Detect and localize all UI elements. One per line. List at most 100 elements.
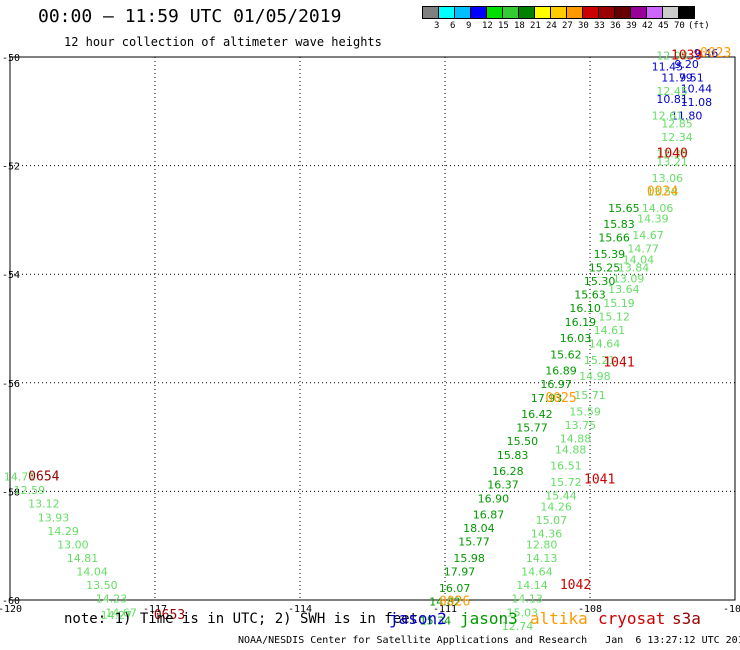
legend-label: 24 bbox=[546, 21, 557, 31]
wave-height-label: 14.39 bbox=[637, 213, 669, 226]
wave-height-label: 14.06 bbox=[642, 202, 674, 215]
wave-height-label: 13.00 bbox=[57, 538, 89, 551]
lat-tick-label: -60 bbox=[2, 596, 20, 607]
wave-height-label: 12.61 bbox=[652, 109, 684, 122]
wave-height-label: 14.82 bbox=[429, 595, 461, 608]
wave-height-label: 16.97 bbox=[540, 378, 572, 391]
wave-height-label: 11.80 bbox=[671, 109, 703, 122]
wave-height-label: 16.07 bbox=[439, 582, 471, 595]
wave-height-label: 17.93 bbox=[531, 392, 563, 405]
wave-height-label: 14.04 bbox=[76, 566, 108, 579]
wave-height-label: 16.03 bbox=[560, 332, 592, 345]
legend-label: 18 bbox=[514, 21, 525, 31]
lon-tick-label: -114 bbox=[288, 604, 312, 615]
wave-height-label: 16.19 bbox=[565, 316, 597, 329]
wave-height-label: 14.04 bbox=[623, 253, 655, 266]
wave-height-label: 14.13 bbox=[526, 552, 558, 565]
wave-height-label: 13.58 bbox=[647, 185, 679, 198]
legend-label: 3 bbox=[434, 21, 440, 31]
lon-tick-label: -108 bbox=[578, 604, 602, 615]
legend-label: 45 bbox=[658, 21, 669, 31]
lat-tick-label: -50 bbox=[2, 53, 20, 64]
wave-height-label: 12.08 bbox=[656, 50, 688, 63]
wave-height-label: 15.65 bbox=[608, 202, 640, 215]
wave-height-label: 13.93 bbox=[38, 511, 70, 524]
wave-height-label: 16.87 bbox=[473, 509, 505, 522]
time-label: 0026 bbox=[439, 594, 470, 609]
legend-label: 36 bbox=[610, 21, 621, 31]
wave-height-label: 16.42 bbox=[521, 408, 553, 421]
legend-label: (ft) bbox=[688, 21, 710, 31]
wave-height-label: 15.21 bbox=[584, 354, 616, 367]
satellite-s3a: s3a bbox=[672, 609, 701, 628]
lon-tick-label: -105 bbox=[723, 604, 740, 615]
wave-height-label: 12.85 bbox=[661, 118, 693, 131]
wave-height-label: 14.67 bbox=[105, 606, 137, 619]
wave-height-label: 15.59 bbox=[569, 405, 601, 418]
wave-height-label: 14.13 bbox=[511, 593, 543, 606]
wave-height-label: 15.66 bbox=[598, 232, 630, 245]
lat-tick-label: -58 bbox=[2, 487, 20, 498]
legend-label: 21 bbox=[530, 21, 541, 31]
page-title: 00:00 – 11:59 UTC 01/05/2019 bbox=[38, 6, 342, 27]
credit-line: NOAA/NESDIS Center for Satellite Applica… bbox=[238, 635, 740, 646]
wave-height-label: 15.07 bbox=[536, 514, 568, 527]
wave-height-label: 15.12 bbox=[598, 310, 630, 323]
wave-height-label: 16.37 bbox=[487, 479, 519, 492]
wave-height-label: 14.81 bbox=[67, 552, 99, 565]
wave-height-label: 14.77 bbox=[627, 242, 659, 255]
wave-height-label: 15.39 bbox=[594, 248, 626, 261]
wave-height-label: 14.23 bbox=[96, 593, 128, 606]
lon-tick-label: -117 bbox=[143, 604, 167, 615]
time-label: 0025 bbox=[545, 391, 576, 406]
wave-height-label: 17.97 bbox=[444, 566, 476, 579]
wave-height-label: 13.84 bbox=[618, 261, 650, 274]
wave-height-label: 11.79 bbox=[661, 71, 693, 84]
legend-label: 9 bbox=[466, 21, 472, 31]
wave-height-label: 15.30 bbox=[584, 275, 616, 288]
wave-height-label: 12.35 bbox=[656, 147, 688, 160]
wave-height-label: 15.77 bbox=[516, 422, 548, 435]
wave-height-label: 13.12 bbox=[28, 498, 60, 511]
map-frame bbox=[9, 56, 736, 601]
legend-label: 30 bbox=[578, 21, 589, 31]
satellite-jason2: jason2 bbox=[389, 609, 447, 628]
wave-height-label: 15.34 bbox=[420, 614, 452, 627]
time-label: 1041 bbox=[584, 472, 615, 487]
page-subtitle: 12 hour collection of altimeter wave hei… bbox=[64, 35, 382, 49]
legend-label: 33 bbox=[594, 21, 605, 31]
wave-height-label: 13.21 bbox=[656, 156, 688, 169]
time-label: 0024 bbox=[647, 184, 678, 199]
wave-height-label: 16.28 bbox=[492, 465, 524, 478]
legend-swatch bbox=[678, 6, 695, 19]
time-label: 1041 bbox=[603, 356, 634, 371]
wave-height-label: 12.74 bbox=[502, 620, 534, 633]
wave-height-label: 13.06 bbox=[652, 172, 684, 185]
wave-height-label: 14.98 bbox=[579, 370, 611, 383]
time-label: 1040 bbox=[657, 146, 688, 161]
wave-height-label: 16.51 bbox=[550, 460, 582, 473]
wave-height-label: 15.72 bbox=[550, 476, 582, 489]
wave-height-label: 11.45 bbox=[652, 61, 684, 74]
legend-label: 70 bbox=[674, 21, 685, 31]
wave-height-label: 14.36 bbox=[531, 528, 563, 541]
color-scale-legend bbox=[422, 6, 695, 19]
wave-height-label: 13.75 bbox=[565, 419, 597, 432]
lat-tick-label: -56 bbox=[2, 379, 20, 390]
wave-height-label: 15.03 bbox=[507, 606, 539, 619]
wave-height-label: 14.67 bbox=[632, 229, 664, 242]
wave-height-label: 9.46 bbox=[694, 47, 719, 60]
time-label: 0654 bbox=[28, 470, 59, 485]
wave-height-label: 15.62 bbox=[550, 348, 582, 361]
wave-height-label: 14.26 bbox=[540, 500, 572, 513]
wave-height-label: 13.50 bbox=[86, 579, 118, 592]
lon-tick-label: -111 bbox=[433, 604, 457, 615]
time-label: 0023 bbox=[700, 46, 731, 61]
wave-height-label: 14.88 bbox=[560, 433, 592, 446]
wave-height-label: 12.45 bbox=[656, 85, 688, 98]
lon-tick-label: -120 bbox=[0, 604, 22, 615]
legend-label: 39 bbox=[626, 21, 637, 31]
legend-label: 6 bbox=[450, 21, 456, 31]
wave-height-label: 16.89 bbox=[545, 365, 577, 378]
